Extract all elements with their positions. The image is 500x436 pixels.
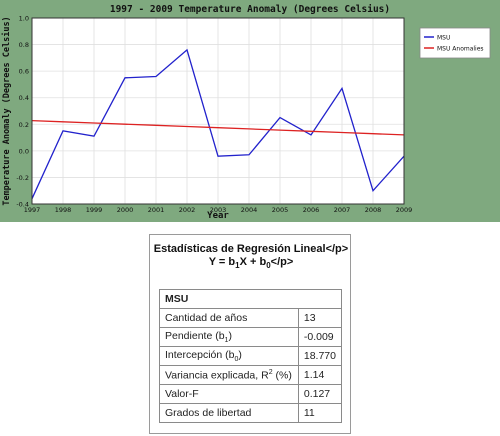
table-row: Intercepción (b0) 18.770: [159, 346, 343, 366]
x-tick-label: 1998: [55, 206, 72, 214]
y-tick-label: 0.4: [19, 94, 29, 102]
stats-title: Estadísticas de Regresión Lineal</p>: [153, 243, 349, 255]
regression-formula: Y = b1X + b0</p>: [150, 256, 352, 270]
x-tick-label: 1999: [86, 206, 103, 214]
x-tick-label: 2000: [117, 206, 134, 214]
y-tick-label: 0.2: [19, 121, 29, 129]
label-suffix: ): [228, 329, 232, 342]
legend-items: MSU MSU Anomalies: [424, 34, 484, 52]
table-row: Valor-F 0.127: [159, 384, 343, 404]
row-label: Variancia explicada, R2 (%): [159, 365, 299, 385]
x-tick-label: 2008: [365, 206, 382, 214]
stats-table: MSU Cantidad de años 13 Pendiente (b1) -…: [159, 289, 343, 423]
y-tick-label: 1.0: [19, 15, 29, 23]
formula-suffix: </p>: [270, 256, 294, 268]
label-text: Pendiente (b: [165, 329, 225, 342]
x-tick-label: 2003: [210, 206, 227, 214]
line-chart: 1997 - 2009 Temperature Anomaly (Degrees…: [1, 4, 491, 221]
row-value: 13: [297, 308, 343, 328]
y-tick-label: -0.4: [16, 201, 29, 209]
chart-panel: 1997 - 2009 Temperature Anomaly (Degrees…: [0, 0, 500, 222]
x-tick-label: 2005: [272, 206, 289, 214]
x-tick-label: 2004: [241, 206, 258, 214]
y-tick-label: -0.2: [16, 174, 29, 182]
formula-sub-0: 0: [266, 261, 271, 271]
label-suffix: ): [238, 348, 242, 361]
row-value: 1.14: [297, 365, 343, 385]
formula-sub-1: 1: [235, 261, 240, 271]
label-superscript: 2: [268, 368, 273, 376]
legend-label: MSU: [437, 34, 450, 41]
row-label: Grados de libertad: [159, 403, 299, 423]
label-text: Intercepción (b: [165, 348, 235, 361]
label-text: Variancia explicada, R: [165, 369, 269, 382]
series-line-msu-anomalies: [31, 119, 405, 136]
series-lines: [31, 48, 405, 199]
row-value: 11: [297, 403, 343, 423]
chart-title: 1997 - 2009 Temperature Anomaly (Degrees…: [110, 4, 390, 15]
row-label: Valor-F: [159, 384, 299, 404]
y-tick-label: 0.8: [19, 41, 29, 49]
row-label: Pendiente (b1): [159, 327, 299, 347]
x-tick-label: 2002: [179, 206, 196, 214]
x-tick-label: 2006: [303, 206, 320, 214]
row-value: 18.770: [297, 346, 343, 366]
formula-mid: X + b: [239, 256, 267, 268]
label-subscript: 1: [224, 337, 229, 345]
formula-prefix: Y = b: [208, 256, 236, 268]
plot-frame: [31, 17, 405, 205]
label-subscript: 0: [234, 356, 239, 364]
table-row: Pendiente (b1) -0.009: [159, 327, 343, 347]
x-tick-label: 1997: [24, 206, 41, 214]
label-suffix: (%): [272, 369, 292, 382]
legend-label: MSU Anomalies: [437, 45, 484, 52]
row-label: Intercepción (b0): [159, 346, 299, 366]
table-header-row: MSU: [159, 289, 342, 309]
x-axis-label: Year: [207, 211, 229, 221]
section-label: MSU: [159, 289, 342, 309]
legend-box: [419, 27, 491, 59]
legend: MSU MSU Anomalies: [419, 27, 491, 59]
regression-stats-panel: Estadísticas de Regresión Lineal</p> Y =…: [149, 234, 351, 434]
y-tick-label: 0.6: [19, 68, 29, 76]
x-tick-label: 2007: [334, 206, 351, 214]
y-tick-label: 0.0: [19, 147, 29, 155]
series-line-msu: [31, 48, 405, 199]
table-row: Cantidad de años 13: [159, 308, 343, 328]
x-tick-label: 2001: [148, 206, 165, 214]
x-tick-label: 2009: [396, 206, 413, 214]
table-row: Grados de libertad 11: [159, 403, 343, 423]
row-value: -0.009: [297, 327, 343, 347]
table-row: Variancia explicada, R2 (%) 1.14: [159, 365, 343, 385]
row-label: Cantidad de años: [159, 308, 299, 328]
row-value: 0.127: [297, 384, 343, 404]
y-axis-label: Temperature Anomaly (Degrees Celsius): [1, 16, 12, 205]
